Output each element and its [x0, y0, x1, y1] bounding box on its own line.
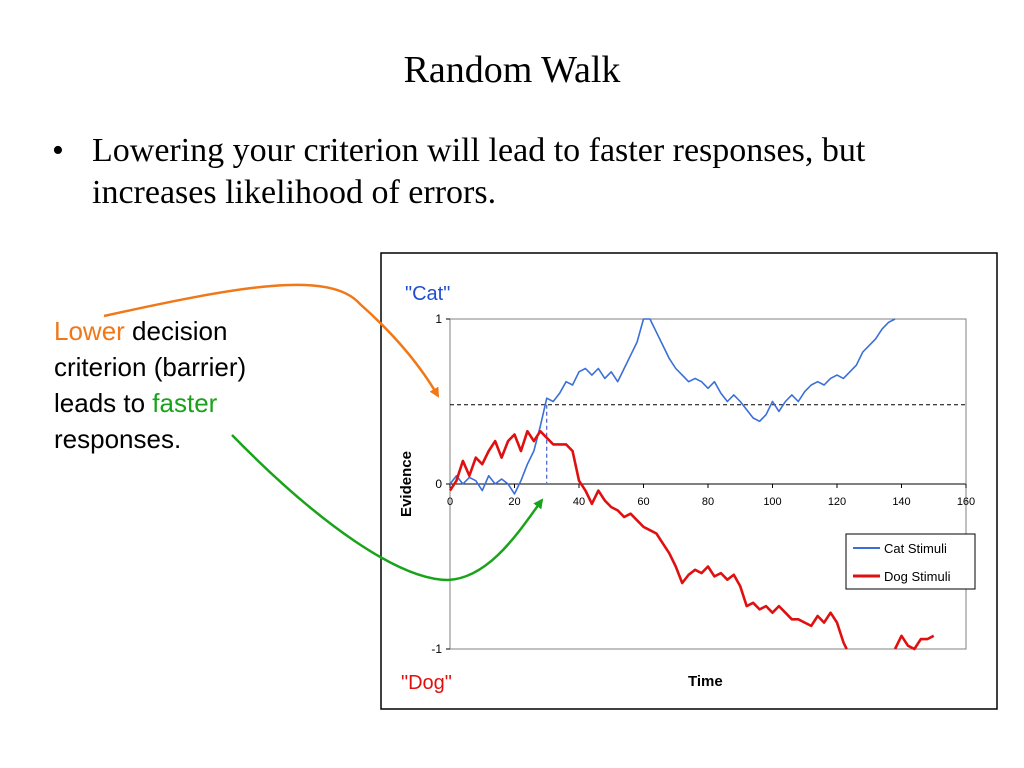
dog-stimuli-line-continued — [893, 634, 935, 651]
legend: Cat Stimuli Dog Stimuli — [845, 533, 976, 590]
cat-barrier-label: "Cat" — [405, 283, 450, 305]
x-tick-label: 20 — [508, 496, 520, 508]
x-tick-label: 80 — [702, 496, 714, 508]
x-tick-label: 120 — [828, 496, 846, 508]
x-tick-label: 0 — [447, 496, 453, 508]
x-tick-label: 160 — [957, 496, 975, 508]
y-axis-ticks: 1 0 -1 — [431, 312, 450, 656]
annotation-text: Lower decision criterion (barrier) leads… — [54, 313, 304, 457]
x-tick-label: 140 — [892, 496, 910, 508]
chart-frame — [380, 252, 998, 710]
dog-stimuli-line — [448, 429, 848, 650]
legend-dog-label: Dog Stimuli — [884, 569, 951, 584]
slide-title: Random Walk — [403, 49, 621, 91]
orange-arrow — [103, 283, 440, 398]
annotation-faster: faster — [152, 388, 218, 418]
y-axis-label: Evidence — [398, 451, 415, 517]
green-arrow — [231, 434, 544, 582]
bullet-marker: • — [52, 132, 64, 169]
annotation-part4: responses. — [54, 424, 182, 454]
x-axis-ticks: 0 20 40 60 80 100 120 140 160 — [447, 484, 975, 508]
y-tick-label: -1 — [431, 642, 442, 656]
y-tick-label: 0 — [435, 477, 442, 491]
bullet-text: Lowering your criterion will lead to fas… — [92, 132, 866, 211]
annotation-part2: decision criterion (barrier) leads to — [54, 316, 247, 418]
y-tick-label: 1 — [435, 312, 442, 326]
annotation-lower: Lower — [54, 316, 125, 346]
x-tick-label: 60 — [637, 496, 649, 508]
cat-stimuli-line — [449, 318, 896, 495]
series-layer — [448, 318, 935, 651]
bullet-point: • Lowering your criterion will lead to f… — [52, 130, 952, 214]
x-tick-label: 40 — [573, 496, 585, 508]
x-tick-label: 100 — [763, 496, 781, 508]
x-axis-label: Time — [688, 673, 723, 690]
legend-cat-label: Cat Stimuli — [884, 541, 947, 556]
legend-box — [845, 533, 976, 590]
dog-barrier-label: "Dog" — [401, 672, 452, 694]
